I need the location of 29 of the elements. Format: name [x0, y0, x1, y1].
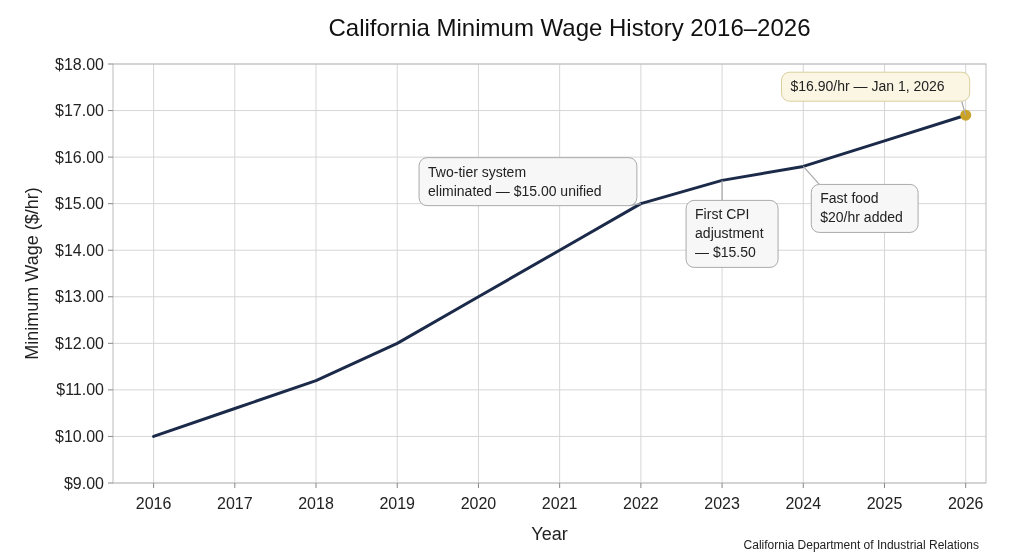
x-tick-label: 2023: [704, 495, 740, 512]
annotation: First CPI adjustment — $15.50: [695, 206, 764, 261]
y-tick-label: $10.00: [55, 428, 105, 446]
y-tick-label: $11.00: [56, 381, 105, 399]
text: California Department of Industrial Relations: [743, 538, 979, 552]
x-tick-label: 2024: [785, 495, 822, 512]
x-tick-label: 2019: [379, 495, 416, 512]
y-tick-label: $9.00: [63, 474, 105, 492]
x-tick-label: 2017: [217, 495, 253, 512]
x-tick-label: 2020: [460, 495, 497, 512]
x-tick-label: 2016: [135, 495, 172, 512]
y-tick-label: $16.00: [55, 148, 105, 166]
annotation: $16.90/hr — Jan 1, 2026: [790, 78, 945, 95]
y-axis-title: Minimum Wage ($/hr): [22, 187, 42, 360]
annotation: Two-tier system eliminated — $15.00 unified: [428, 163, 602, 199]
x-tick-label: 2026: [947, 495, 984, 512]
y-tick-label: $18.00: [55, 55, 105, 73]
y-tick-label: $12.00: [55, 334, 105, 352]
chart-title: California Minimum Wage History 2016–2026: [328, 14, 811, 41]
x-axis-title: Year: [531, 524, 568, 544]
x-tick-label: 2018: [298, 495, 334, 512]
y-tick-label: $14.00: [55, 241, 105, 259]
annotation: Fast food $20/hr added: [820, 190, 903, 226]
y-tick-label: $15.00: [55, 195, 105, 213]
x-tick-label: 2025: [866, 495, 903, 512]
y-tick-label: $13.00: [55, 288, 105, 306]
x-tick-label: 2022: [623, 495, 659, 512]
x-tick-label: 2021: [541, 495, 578, 512]
y-tick-label: $17.00: [55, 102, 105, 120]
